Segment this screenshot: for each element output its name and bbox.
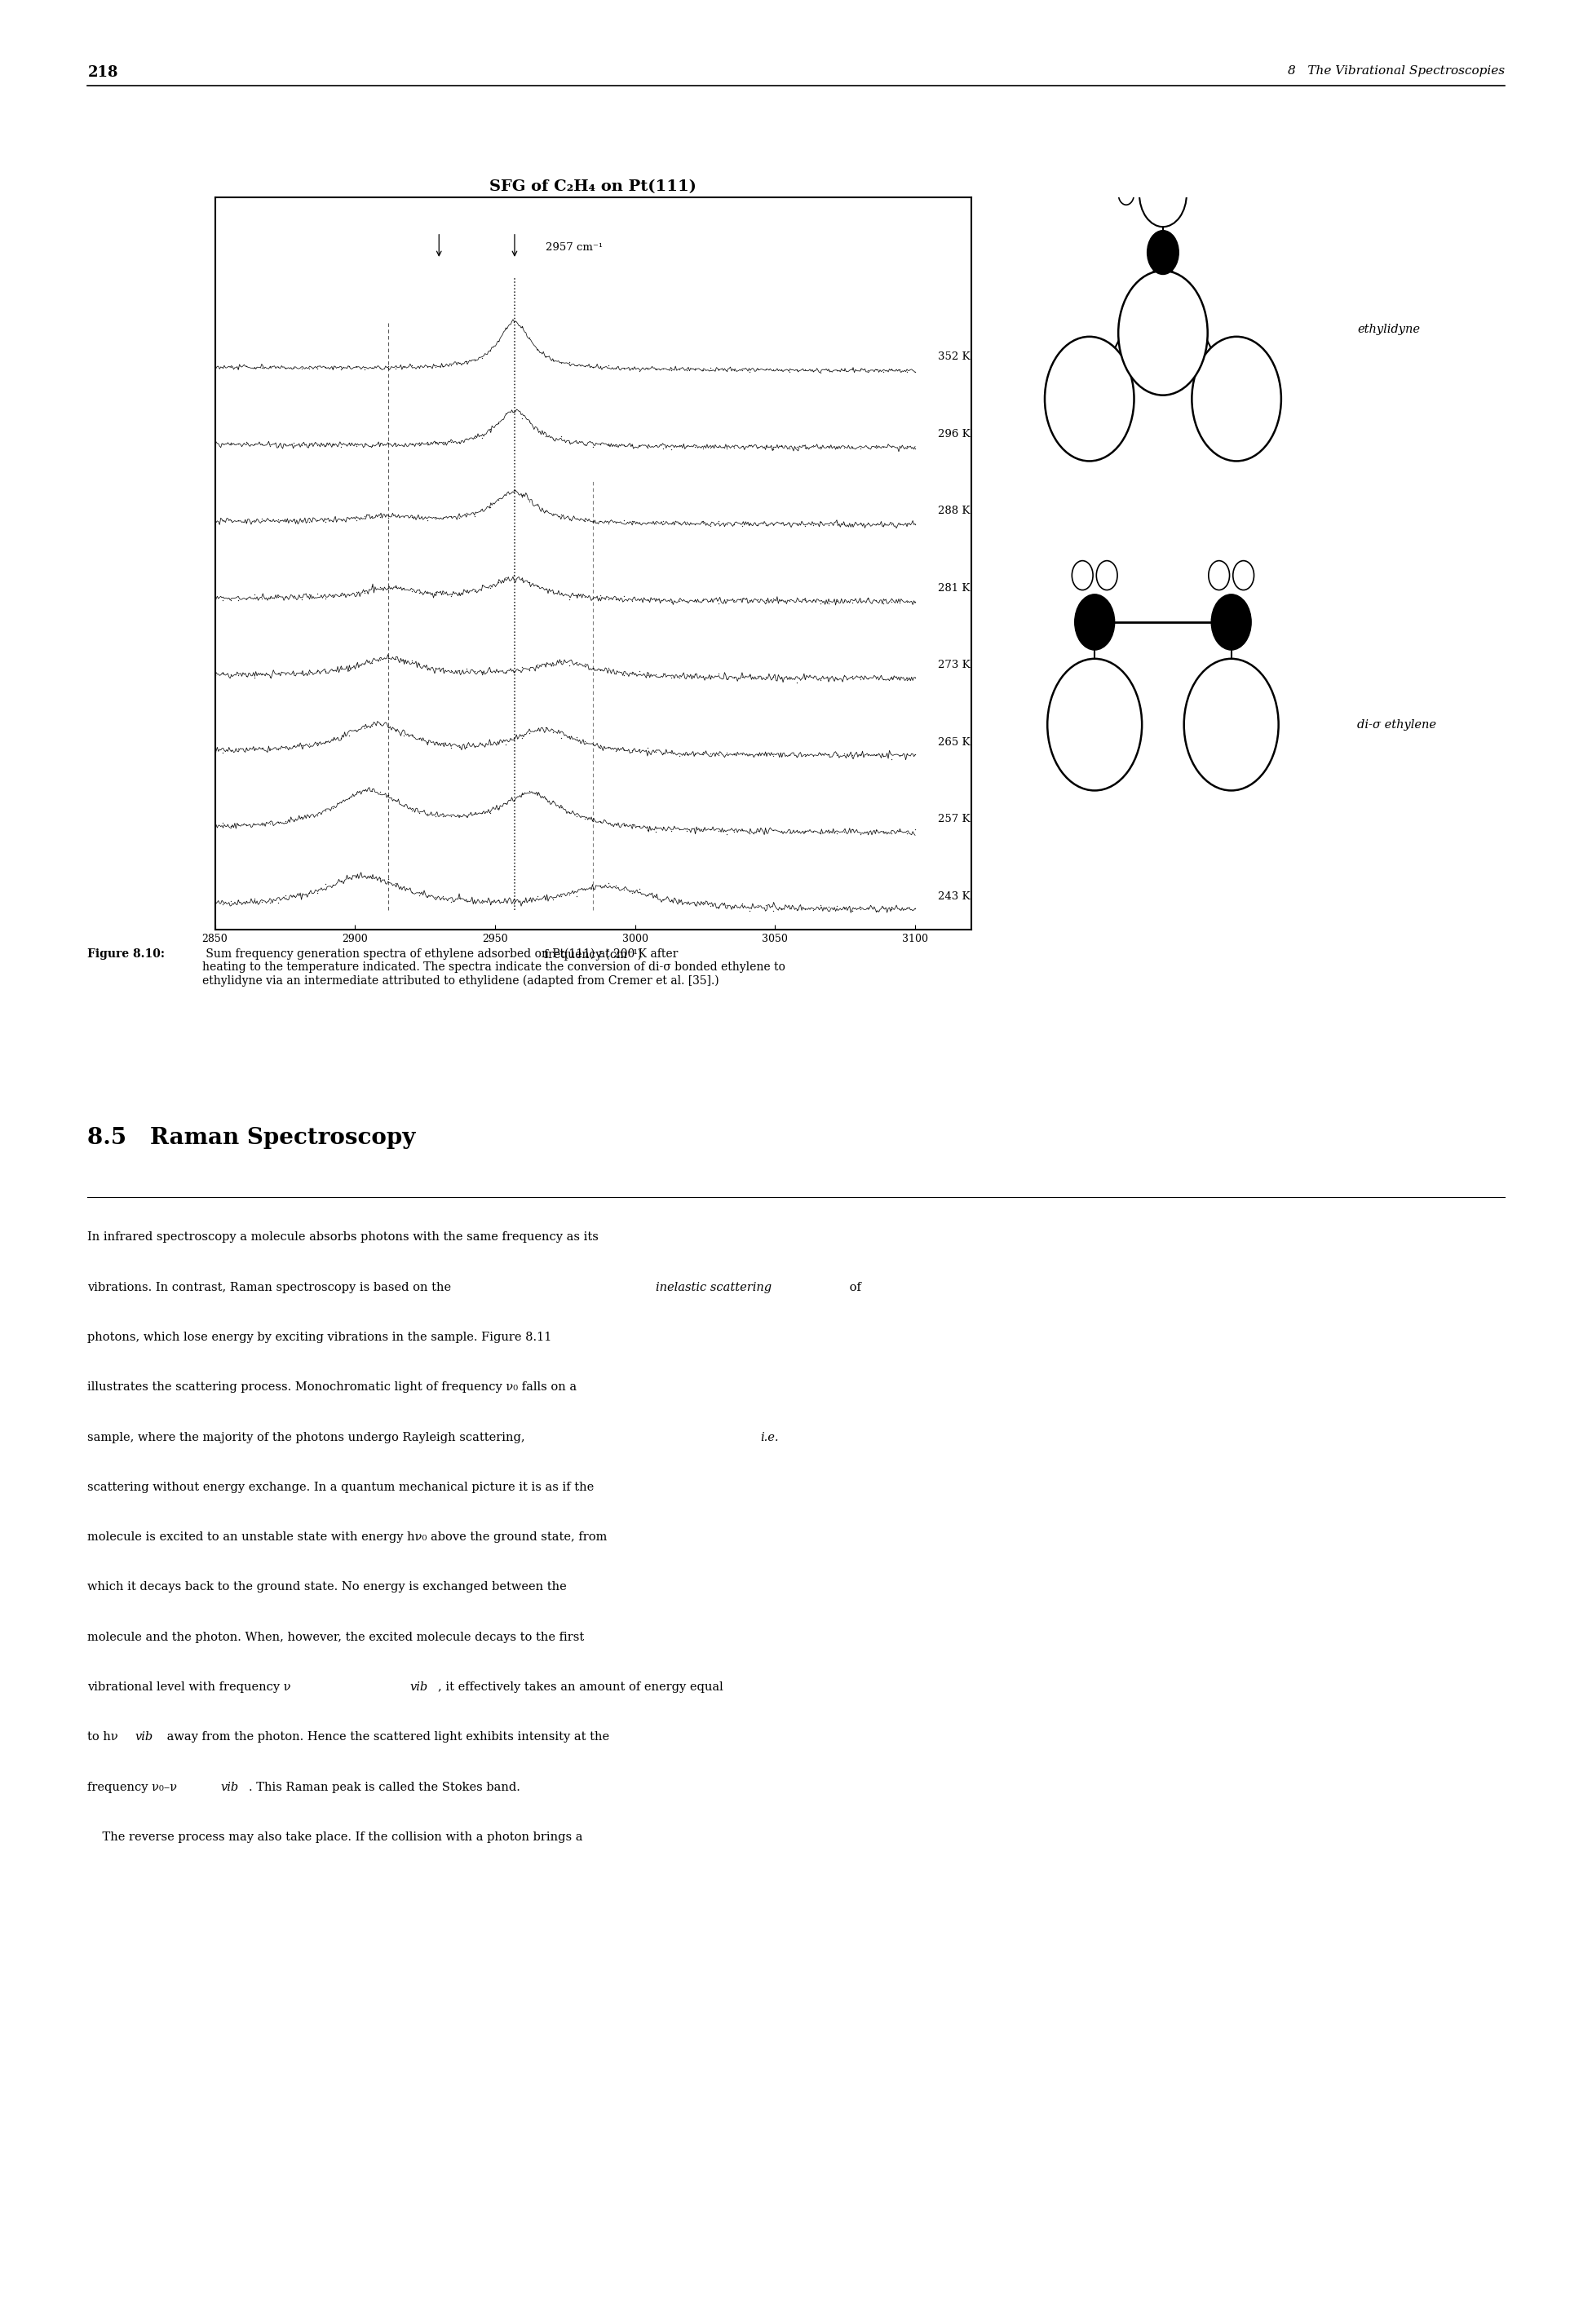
- Text: 265 K: 265 K: [938, 737, 970, 748]
- Circle shape: [1208, 560, 1229, 590]
- Circle shape: [1071, 560, 1094, 590]
- Text: inelastic scattering: inelastic scattering: [656, 1283, 772, 1292]
- Text: Sum frequency generation spectra of ethylene adsorbed on Pt(111) at 200 K after
: Sum frequency generation spectra of ethy…: [202, 948, 785, 988]
- Circle shape: [1173, 139, 1189, 160]
- Text: photons, which lose energy by exciting vibrations in the sample. Figure 8.11: photons, which lose energy by exciting v…: [88, 1332, 552, 1343]
- Circle shape: [1075, 595, 1114, 651]
- Text: di-σ ethylene: di-σ ethylene: [1358, 718, 1436, 730]
- Text: 243 K: 243 K: [938, 890, 970, 902]
- X-axis label: frequency (cm⁻¹): frequency (cm⁻¹): [544, 948, 642, 960]
- Text: scattering without energy exchange. In a quantum mechanical picture it is as if : scattering without energy exchange. In a…: [88, 1483, 594, 1492]
- Text: 288 K: 288 K: [938, 507, 970, 516]
- Text: i.e.: i.e.: [759, 1432, 778, 1443]
- Text: away from the photon. Hence the scattered light exhibits intensity at the: away from the photon. Hence the scattere…: [164, 1731, 610, 1743]
- Circle shape: [1212, 595, 1251, 651]
- Text: The reverse process may also take place. If the collision with a photon brings a: The reverse process may also take place.…: [88, 1831, 583, 1843]
- Text: In infrared spectroscopy a molecule absorbs photons with the same frequency as i: In infrared spectroscopy a molecule abso…: [88, 1232, 599, 1243]
- Text: Figure 8.10:: Figure 8.10:: [88, 948, 166, 960]
- Circle shape: [1118, 270, 1208, 395]
- Text: 8   The Vibrational Spectroscopies: 8 The Vibrational Spectroscopies: [1288, 65, 1504, 77]
- Title: SFG of C₂H₄ on Pt(111): SFG of C₂H₄ on Pt(111): [489, 179, 697, 193]
- Circle shape: [1140, 160, 1186, 228]
- Text: sample, where the majority of the photons undergo Rayleigh scattering,: sample, where the majority of the photon…: [88, 1432, 529, 1443]
- Circle shape: [1097, 560, 1118, 590]
- Circle shape: [1184, 658, 1278, 790]
- Text: vib: vib: [220, 1783, 239, 1792]
- Text: frequency ν₀–ν: frequency ν₀–ν: [88, 1783, 177, 1792]
- Text: vibrations. In contrast, Raman spectroscopy is based on the: vibrations. In contrast, Raman spectrosc…: [88, 1283, 455, 1292]
- Text: . This Raman peak is called the Stokes band.: . This Raman peak is called the Stokes b…: [248, 1783, 521, 1792]
- Text: vib: vib: [409, 1683, 428, 1692]
- Text: 296 K: 296 K: [938, 430, 970, 439]
- Circle shape: [1044, 337, 1134, 460]
- Text: 352 K: 352 K: [938, 351, 970, 363]
- Text: vib: vib: [135, 1731, 153, 1743]
- Circle shape: [1137, 139, 1153, 160]
- Text: molecule and the photon. When, however, the excited molecule decays to the first: molecule and the photon. When, however, …: [88, 1631, 584, 1643]
- Text: vibrational level with frequency ν: vibrational level with frequency ν: [88, 1683, 291, 1692]
- Text: 257 K: 257 K: [938, 813, 970, 825]
- Circle shape: [1118, 184, 1134, 205]
- Circle shape: [1192, 337, 1282, 460]
- Text: illustrates the scattering process. Monochromatic light of frequency ν₀ falls on: illustrates the scattering process. Mono…: [88, 1380, 576, 1392]
- Text: , it effectively takes an amount of energy equal: , it effectively takes an amount of ener…: [438, 1683, 723, 1692]
- Text: ethylidyne: ethylidyne: [1358, 323, 1420, 335]
- Text: 2957 cm⁻¹: 2957 cm⁻¹: [546, 242, 603, 253]
- Text: 273 K: 273 K: [938, 660, 970, 672]
- Text: 8.5   Raman Spectroscopy: 8.5 Raman Spectroscopy: [88, 1127, 416, 1148]
- Text: which it decays back to the ground state. No energy is exchanged between the: which it decays back to the ground state…: [88, 1583, 567, 1592]
- Circle shape: [1148, 230, 1178, 274]
- Text: molecule is excited to an unstable state with energy hν₀ above the ground state,: molecule is excited to an unstable state…: [88, 1532, 608, 1543]
- Text: of: of: [845, 1283, 861, 1292]
- Text: to hν: to hν: [88, 1731, 118, 1743]
- Circle shape: [1048, 658, 1141, 790]
- Circle shape: [1232, 560, 1254, 590]
- Text: 281 K: 281 K: [938, 583, 970, 593]
- Text: 218: 218: [88, 65, 118, 79]
